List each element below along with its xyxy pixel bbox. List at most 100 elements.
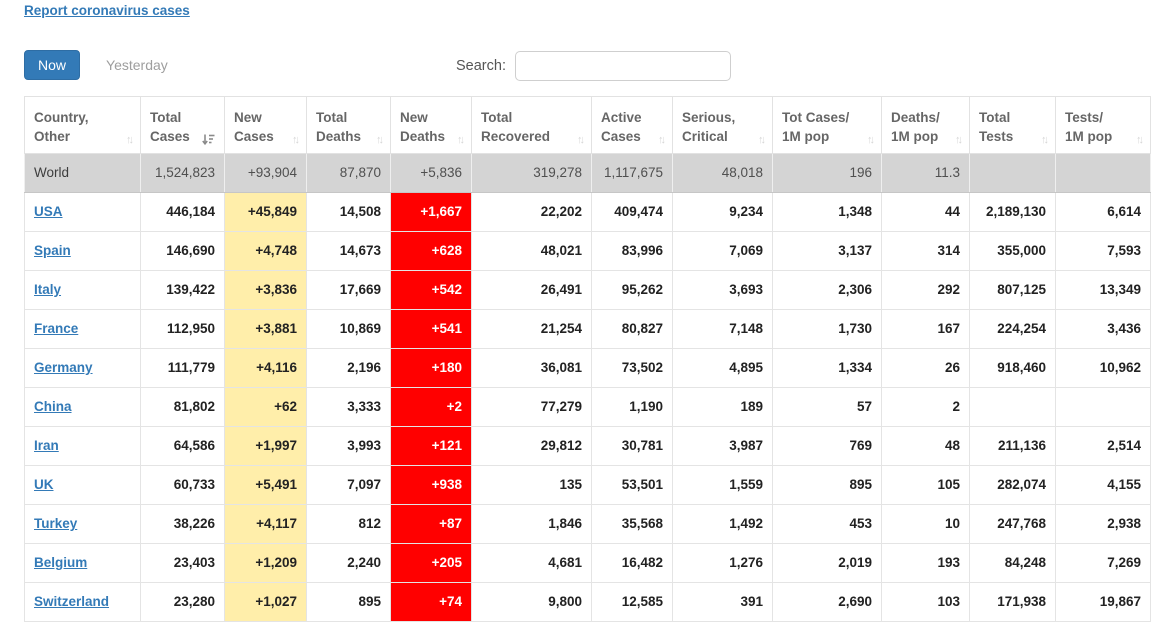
country-link[interactable]: Belgium <box>34 555 88 570</box>
cell-total-deaths: 87,870 <box>306 153 391 193</box>
country-cell: France <box>24 309 141 349</box>
col-header-new-cases[interactable]: New Cases ↑↓ <box>224 96 307 154</box>
header-label: Deaths <box>400 129 446 144</box>
country-cell: Spain <box>24 231 141 271</box>
sort-icon: ↑↓ <box>867 134 875 146</box>
cell-deaths-per-1m: 11.3 <box>881 153 970 193</box>
country-link[interactable]: Iran <box>34 438 59 453</box>
cell-cases-per-1m: 196 <box>772 153 882 193</box>
cell-deaths-per-1m: 105 <box>881 465 970 505</box>
header-label: 1M pop <box>891 129 939 144</box>
col-header-total-deaths[interactable]: Total Deaths ↑↓ <box>306 96 391 154</box>
country-link[interactable]: Turkey <box>34 516 78 531</box>
cell-tests-per-1m: 10,962 <box>1055 348 1151 388</box>
country-link[interactable]: Italy <box>34 282 62 297</box>
cell-tests-per-1m <box>1055 153 1151 193</box>
cell-total-deaths: 3,333 <box>306 387 391 427</box>
now-button[interactable]: Now <box>24 50 81 80</box>
col-header-total-cases[interactable]: Total Cases <box>140 96 225 154</box>
cell-total-tests: 807,125 <box>969 270 1056 310</box>
cell-total-cases: 1,524,823 <box>140 153 225 193</box>
col-header-country[interactable]: Country, Other ↑↓ <box>24 96 141 154</box>
cell-new-deaths: +87 <box>390 504 472 544</box>
header-label: Country, <box>34 110 89 125</box>
col-header-tests-per-1m[interactable]: Tests/1M pop ↑↓ <box>1055 96 1151 154</box>
cell-deaths-per-1m: 103 <box>881 582 970 622</box>
country-link[interactable]: Spain <box>34 243 71 258</box>
country-cell: Switzerland <box>24 582 141 622</box>
country-cell: Germany <box>24 348 141 388</box>
country-link[interactable]: Switzerland <box>34 594 110 609</box>
cell-new-deaths: +205 <box>390 543 472 583</box>
cell-deaths-per-1m: 26 <box>881 348 970 388</box>
header-label: Tests/ <box>1065 110 1104 125</box>
cell-new-deaths: +628 <box>390 231 472 271</box>
cell-total-recovered: 319,278 <box>471 153 592 193</box>
table-row: France 112,950 +3,881 10,869 +541 21,254 80,82… <box>24 309 1151 349</box>
cell-total-cases: 446,184 <box>140 192 225 232</box>
country-cell: China <box>24 387 141 427</box>
cell-tests-per-1m: 7,593 <box>1055 231 1151 271</box>
col-header-serious-critical[interactable]: Serious, Critical ↑↓ <box>672 96 773 154</box>
cell-active-cases: 35,568 <box>591 504 673 544</box>
cell-total-deaths: 2,196 <box>306 348 391 388</box>
yesterday-button[interactable]: Yesterday <box>92 51 182 79</box>
col-header-total-recovered[interactable]: Total Recovered ↑↓ <box>471 96 592 154</box>
col-header-active-cases[interactable]: Active Cases ↑↓ <box>591 96 673 154</box>
cell-cases-per-1m: 2,306 <box>772 270 882 310</box>
world-label: World <box>34 165 70 180</box>
header-label: Total <box>316 110 348 125</box>
sort-icon: ↑↓ <box>1041 134 1049 146</box>
cell-cases-per-1m: 2,690 <box>772 582 882 622</box>
col-header-cases-per-1m[interactable]: Tot Cases/1M pop ↑↓ <box>772 96 882 154</box>
sort-icon: ↑↓ <box>376 134 384 146</box>
country-link[interactable]: China <box>34 399 72 414</box>
cell-total-tests: 918,460 <box>969 348 1056 388</box>
header-label: Tot Cases/ <box>782 110 850 125</box>
cell-new-cases: +4,116 <box>224 348 307 388</box>
col-header-new-deaths[interactable]: New Deaths ↑↓ <box>390 96 472 154</box>
cell-total-tests: 84,248 <box>969 543 1056 583</box>
cell-total-recovered: 48,021 <box>471 231 592 271</box>
cell-total-recovered: 36,081 <box>471 348 592 388</box>
cell-serious-critical: 1,276 <box>672 543 773 583</box>
country-link[interactable]: UK <box>34 477 54 492</box>
country-link[interactable]: USA <box>34 204 63 219</box>
search-input[interactable] <box>514 51 731 81</box>
cell-serious-critical: 48,018 <box>672 153 773 193</box>
cell-total-cases: 38,226 <box>140 504 225 544</box>
header-label: New <box>234 110 262 125</box>
header-label: Active <box>601 110 642 125</box>
cell-deaths-per-1m: 44 <box>881 192 970 232</box>
cell-new-deaths: +2 <box>390 387 472 427</box>
cell-tests-per-1m: 2,514 <box>1055 426 1151 466</box>
cell-tests-per-1m: 13,349 <box>1055 270 1151 310</box>
sort-icon: ↑↓ <box>955 134 963 146</box>
col-header-total-tests[interactable]: Total Tests ↑↓ <box>969 96 1056 154</box>
cell-new-cases: +1,027 <box>224 582 307 622</box>
cell-new-cases: +5,491 <box>224 465 307 505</box>
table-row: Switzerland 23,280 +1,027 895 +74 9,800 12,585… <box>24 582 1151 622</box>
country-link[interactable]: Germany <box>34 360 93 375</box>
table-row: Belgium 23,403 +1,209 2,240 +205 4,681 16,482 1… <box>24 543 1151 583</box>
cell-deaths-per-1m: 292 <box>881 270 970 310</box>
controls-bar: Now Yesterday Search: <box>24 50 1146 84</box>
cell-total-tests <box>969 387 1056 427</box>
cell-deaths-per-1m: 10 <box>881 504 970 544</box>
country-cell: Belgium <box>24 543 141 583</box>
cell-total-recovered: 22,202 <box>471 192 592 232</box>
header-label: Total <box>481 110 513 125</box>
cell-new-deaths: +541 <box>390 309 472 349</box>
cell-active-cases: 73,502 <box>591 348 673 388</box>
covid-stats-table: Country, Other ↑↓ Total Cases New Cases ↑↓ <box>24 96 1151 622</box>
col-header-deaths-per-1m[interactable]: Deaths/1M pop ↑↓ <box>881 96 970 154</box>
country-cell: USA <box>24 192 141 232</box>
cell-deaths-per-1m: 48 <box>881 426 970 466</box>
cell-total-cases: 23,403 <box>140 543 225 583</box>
report-cases-link[interactable]: Report coronavirus cases <box>24 3 190 18</box>
cell-serious-critical: 3,987 <box>672 426 773 466</box>
sort-icon: ↑↓ <box>1136 134 1144 146</box>
country-link[interactable]: France <box>34 321 79 336</box>
sort-icon: ↑↓ <box>292 134 300 146</box>
